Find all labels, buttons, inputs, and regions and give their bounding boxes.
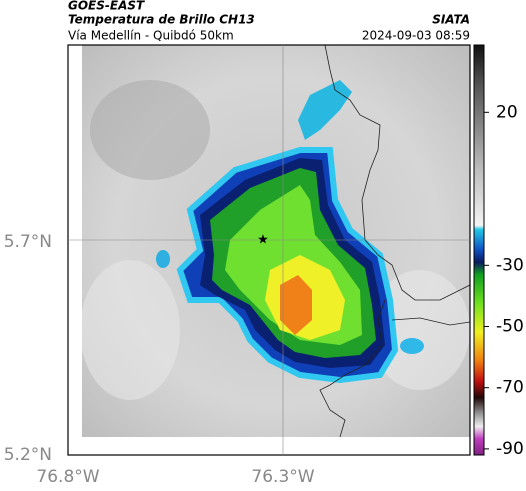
colorbar-tick-label: -70 [496, 378, 524, 398]
colorbar-tick-label: 20 [496, 102, 518, 122]
lat-label: 5.2°N [4, 445, 52, 465]
title: Temperatura de Brillo CH13 [68, 13, 255, 27]
lat-label: 5.7°N [4, 232, 52, 252]
timestamp: 2024-09-03 08:59 [362, 29, 470, 43]
city-marker: ★ [257, 233, 269, 248]
colorbar [473, 44, 485, 456]
colorbar-tick-label: -50 [496, 316, 524, 336]
lon-label: 76.8°W [36, 467, 99, 487]
subtitle: Vía Medellín - Quibdó 50km [68, 29, 234, 43]
agency: GOES-EAST [68, 0, 145, 13]
colorbar-tick-label: -90 [496, 439, 524, 459]
map-frame [67, 44, 471, 456]
lon-label: 76.3°W [251, 467, 314, 487]
satellite-image [82, 45, 470, 437]
source: SIATA [432, 13, 470, 27]
colorbar-axis: 20 -30 -50 -70 -90 [484, 102, 524, 459]
colorbar-tick-label: -30 [496, 255, 524, 275]
